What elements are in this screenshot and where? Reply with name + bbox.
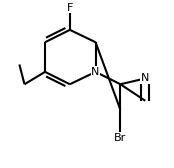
Text: N: N [91,67,100,77]
Text: Br: Br [114,133,126,143]
Text: N: N [141,73,149,83]
Text: F: F [67,3,73,13]
